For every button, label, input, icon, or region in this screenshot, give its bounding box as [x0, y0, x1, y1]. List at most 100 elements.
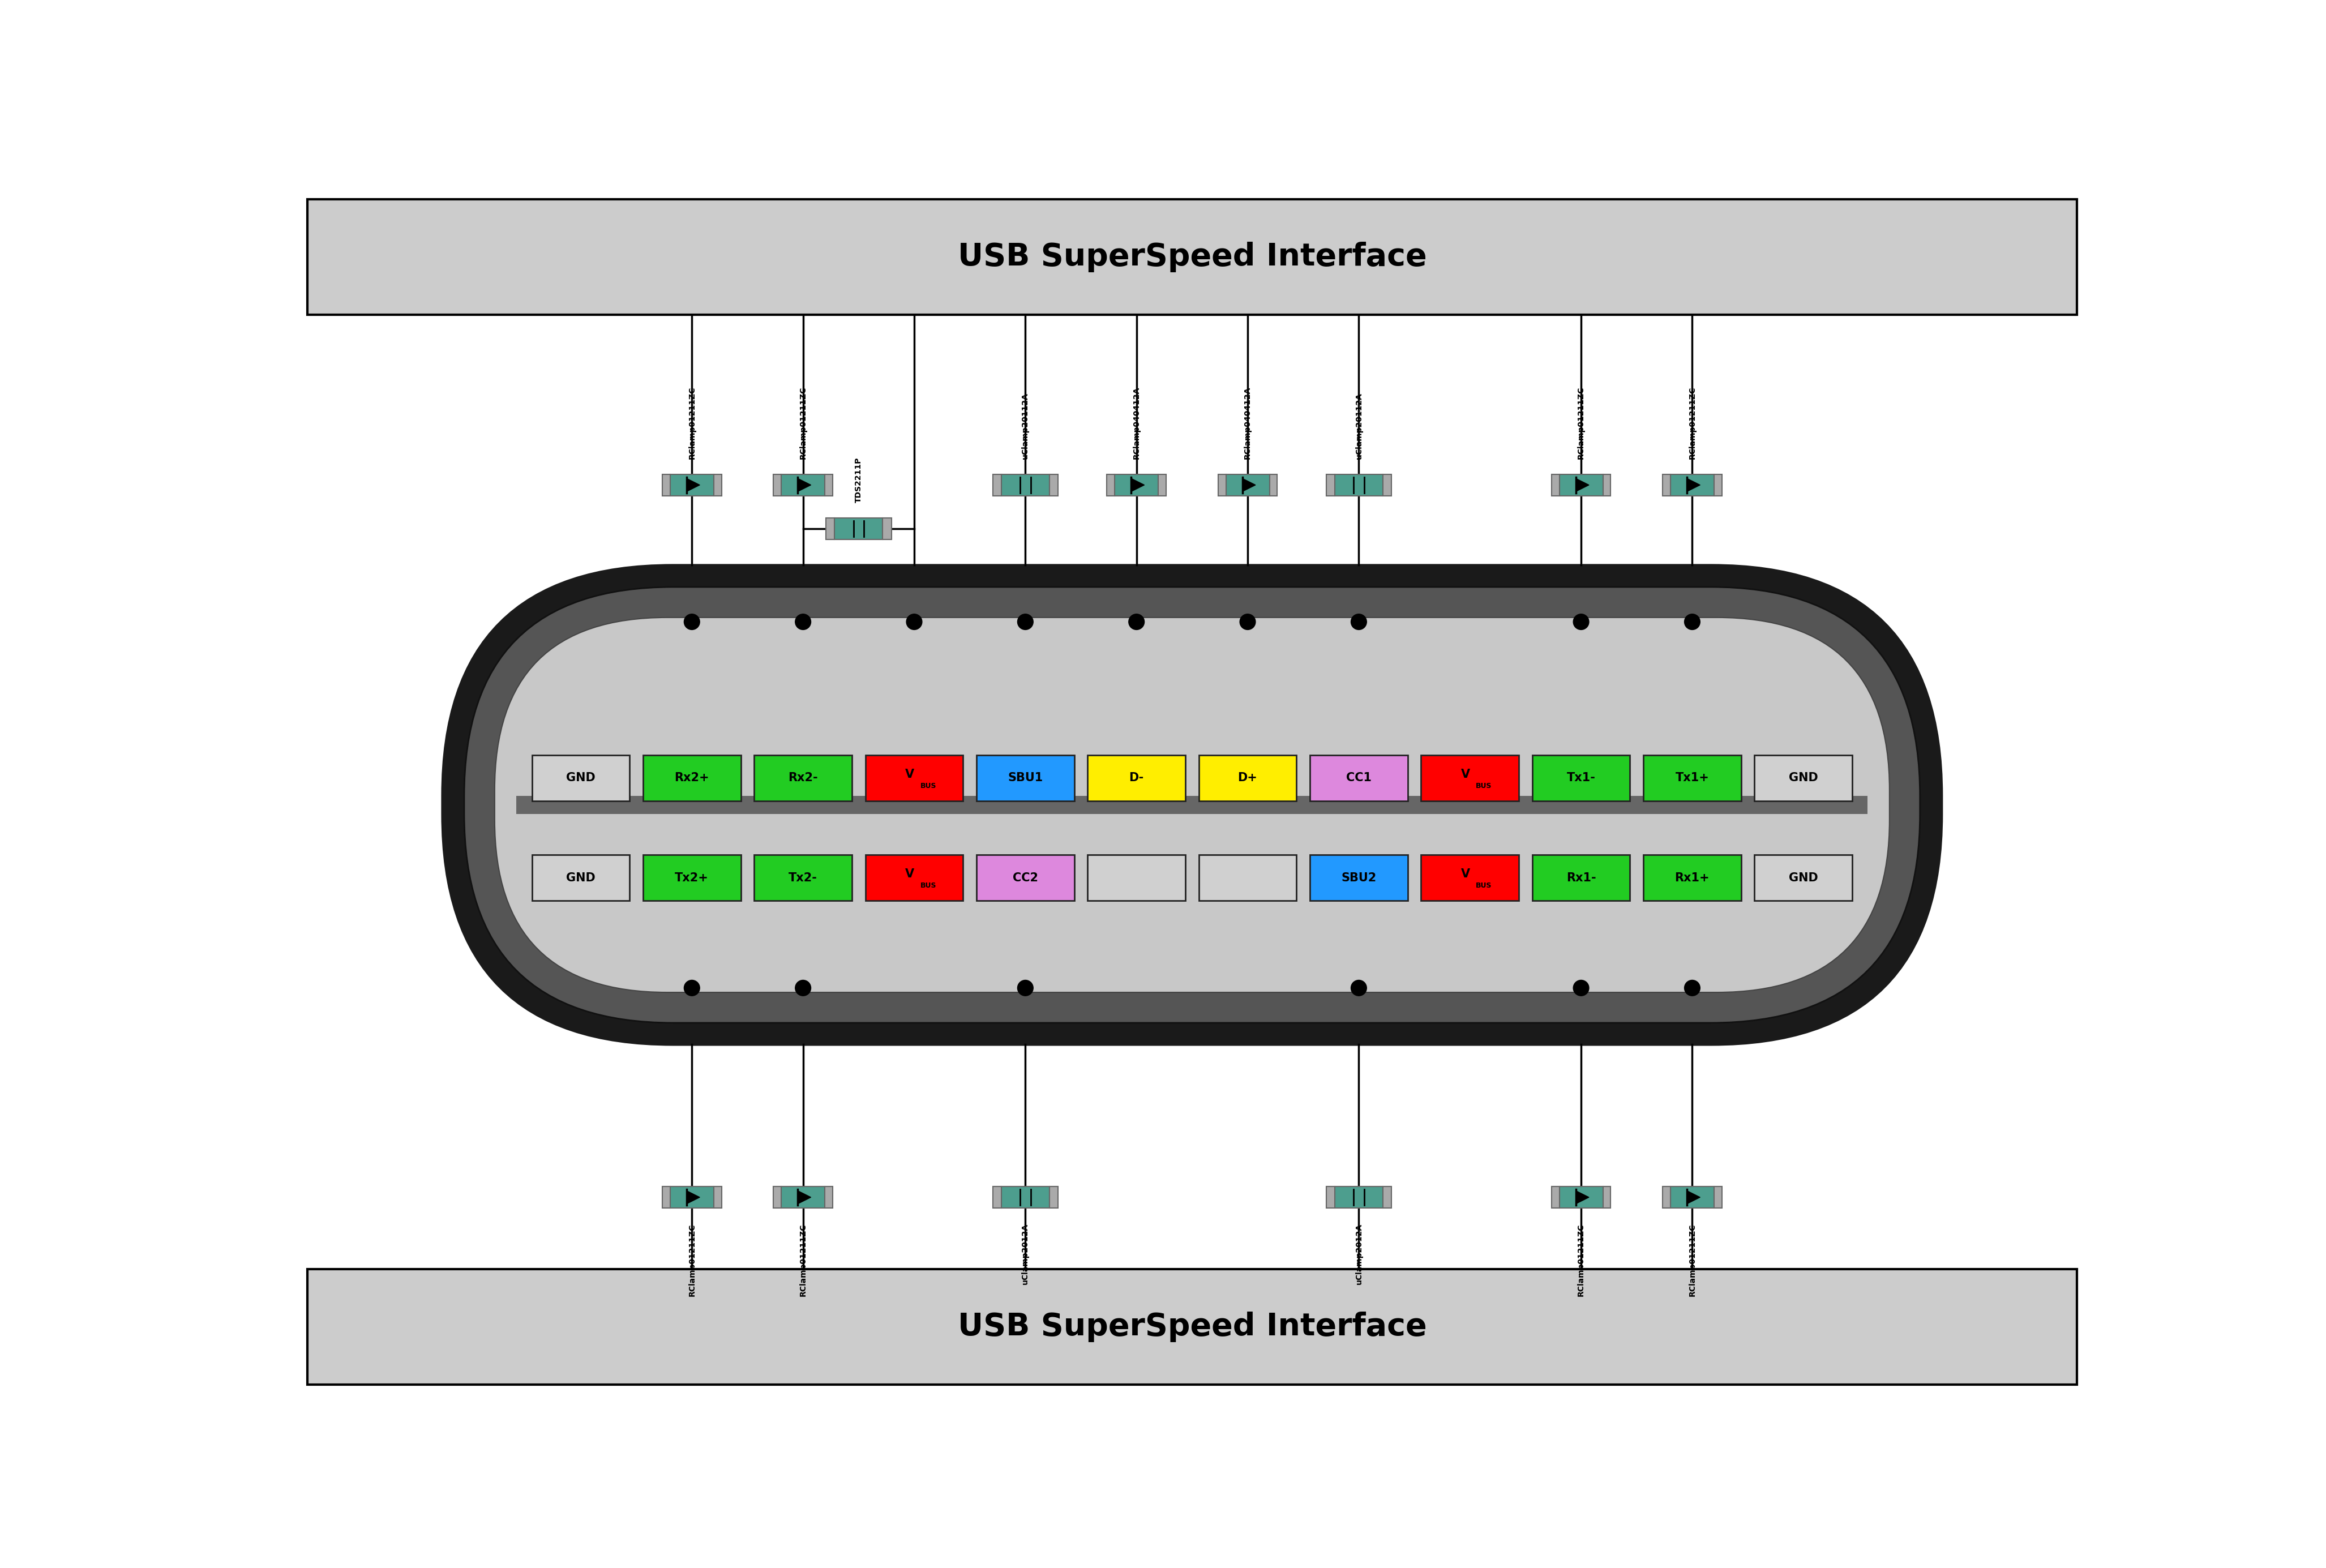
Text: GND: GND [565, 771, 595, 784]
Circle shape [1351, 615, 1368, 630]
Circle shape [907, 615, 921, 629]
Bar [775, 474, 782, 495]
Text: RClamp040412A: RClamp040412A [1244, 386, 1251, 459]
Text: V: V [1461, 768, 1470, 779]
Text: BUS: BUS [1475, 881, 1491, 889]
Polygon shape [686, 1190, 700, 1204]
Bar [1114, 474, 1158, 495]
Bar [782, 1187, 826, 1209]
Circle shape [1019, 615, 1033, 629]
Text: D-: D- [1128, 771, 1144, 784]
Polygon shape [1686, 478, 1700, 491]
Circle shape [1351, 982, 1365, 994]
Circle shape [795, 980, 812, 996]
Bar [1558, 474, 1603, 495]
Circle shape [684, 980, 700, 996]
Text: V: V [905, 869, 914, 880]
Bar [1714, 474, 1721, 495]
Bar [775, 1187, 782, 1209]
Text: RClamp01211ZC: RClamp01211ZC [1689, 1223, 1696, 1297]
Bar [1089, 756, 1186, 801]
FancyBboxPatch shape [495, 618, 1889, 993]
Bar [1421, 756, 1519, 801]
Text: RClamp01211ZC: RClamp01211ZC [688, 1223, 695, 1297]
Polygon shape [1130, 478, 1144, 491]
Circle shape [795, 982, 809, 994]
Bar [1326, 1187, 1335, 1209]
Bar [1003, 1187, 1049, 1209]
Text: CC1: CC1 [1347, 771, 1372, 784]
Text: RClamp01211ZC: RClamp01211ZC [688, 386, 695, 459]
Bar [993, 1187, 1003, 1209]
Bar [826, 1187, 833, 1209]
Circle shape [1240, 615, 1256, 630]
Text: V: V [1461, 869, 1470, 880]
Text: Rx2+: Rx2+ [675, 771, 709, 784]
Text: RClamp01211ZC: RClamp01211ZC [800, 386, 807, 459]
Bar [826, 517, 835, 539]
Bar [1326, 474, 1335, 495]
Bar [1603, 474, 1610, 495]
Bar [1670, 474, 1714, 495]
Polygon shape [1575, 478, 1589, 491]
Bar [1663, 1187, 1670, 1209]
Bar [1049, 474, 1058, 495]
Bar [782, 474, 826, 495]
Circle shape [1016, 615, 1033, 630]
Bar [533, 855, 630, 900]
FancyBboxPatch shape [442, 564, 1942, 1044]
Bar [670, 474, 714, 495]
Bar [826, 474, 833, 495]
Circle shape [1575, 982, 1589, 994]
Text: BUS: BUS [921, 881, 937, 889]
Bar [1219, 474, 1226, 495]
Text: RClamp01211ZC: RClamp01211ZC [1577, 386, 1584, 459]
Circle shape [1572, 615, 1589, 630]
Bar [663, 1187, 670, 1209]
Polygon shape [1575, 1190, 1589, 1204]
Bar [835, 517, 882, 539]
Text: USB SuperSpeed Interface: USB SuperSpeed Interface [958, 241, 1426, 273]
Bar [1558, 1187, 1603, 1209]
Bar [1335, 1187, 1382, 1209]
Text: Rx1+: Rx1+ [1675, 872, 1710, 883]
Bar [977, 756, 1075, 801]
Circle shape [1572, 980, 1589, 996]
Text: V: V [905, 768, 914, 779]
Circle shape [795, 615, 812, 630]
Text: SBU1: SBU1 [1007, 771, 1042, 784]
Bar [754, 756, 851, 801]
Circle shape [686, 615, 698, 629]
Text: BUS: BUS [921, 782, 937, 789]
Text: D+: D+ [1237, 771, 1258, 784]
Text: RClamp040412A: RClamp040412A [1133, 386, 1140, 459]
Bar [865, 756, 963, 801]
Bar [642, 756, 740, 801]
Bar [1551, 474, 1558, 495]
Bar [1107, 474, 1114, 495]
Text: Rx2-: Rx2- [789, 771, 819, 784]
Bar [1158, 474, 1165, 495]
Bar [1603, 1187, 1610, 1209]
Circle shape [1351, 980, 1368, 996]
Bar [1382, 1187, 1391, 1209]
Circle shape [1686, 615, 1698, 629]
Bar [1382, 474, 1391, 495]
Bar [1198, 855, 1296, 900]
Bar [754, 855, 851, 900]
Bar [1754, 756, 1851, 801]
FancyBboxPatch shape [307, 199, 2077, 315]
Text: Rx1-: Rx1- [1565, 872, 1596, 883]
Bar [1270, 474, 1277, 495]
Text: RClamp01211ZC: RClamp01211ZC [800, 1223, 807, 1297]
Bar [516, 797, 1868, 814]
Circle shape [686, 982, 698, 994]
Bar [1644, 855, 1742, 900]
Polygon shape [798, 1190, 812, 1204]
Bar [670, 1187, 714, 1209]
Circle shape [1686, 982, 1698, 994]
Bar [865, 855, 963, 900]
Text: RClamp01211ZC: RClamp01211ZC [1577, 1223, 1584, 1297]
Circle shape [1128, 615, 1144, 630]
Text: SBU2: SBU2 [1342, 872, 1377, 883]
